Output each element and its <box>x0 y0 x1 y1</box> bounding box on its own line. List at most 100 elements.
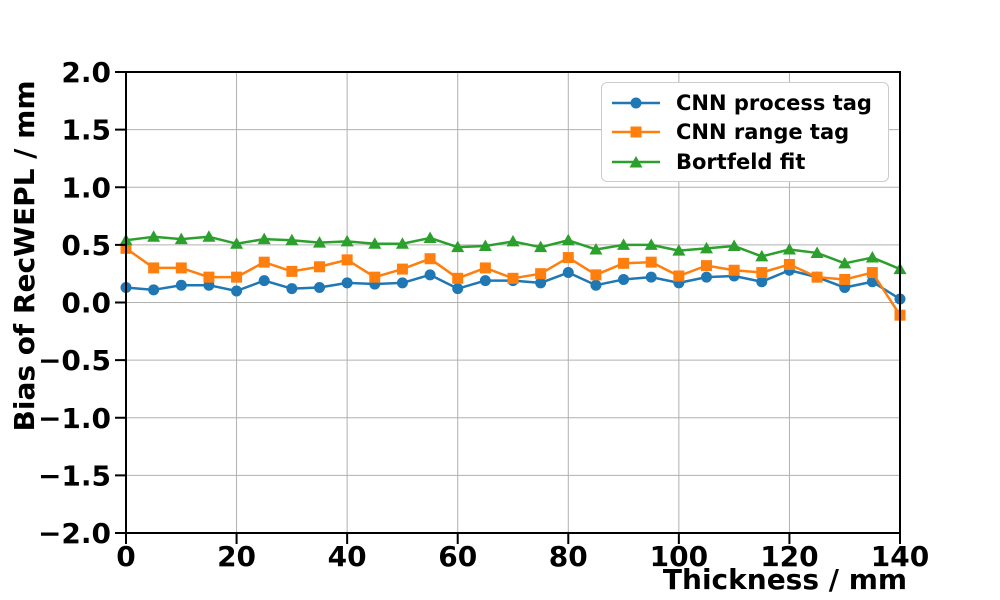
y-axis-label: Bias of RecWEPL / mm <box>8 80 41 431</box>
data-point-cnn-process-tag <box>396 277 408 289</box>
circle-marker-icon <box>630 97 642 108</box>
x-tick-label: 80 <box>549 540 588 573</box>
data-point-cnn-range-tag <box>175 262 187 274</box>
data-point-cnn-process-tag <box>645 271 657 283</box>
data-point-cnn-range-tag <box>231 271 243 283</box>
data-point-cnn-range-tag <box>479 262 491 274</box>
data-point-cnn-range-tag <box>452 272 464 284</box>
legend: CNN process tag CNN range tag Bortfeld f… <box>601 82 889 182</box>
data-point-cnn-process-tag <box>701 271 712 283</box>
x-tick-label: 100 <box>650 540 708 573</box>
data-point-bortfeld-fit <box>147 230 161 242</box>
legend-item-cnn-range-tag: CNN range tag <box>610 120 888 144</box>
data-point-bortfeld-fit <box>589 242 603 255</box>
data-point-bortfeld-fit <box>755 249 769 262</box>
y-tick-label: 1.5 <box>61 114 111 147</box>
data-series <box>119 230 907 321</box>
data-point-cnn-process-tag <box>618 273 630 285</box>
y-tick-label: −2.0 <box>38 517 111 550</box>
data-point-cnn-process-tag <box>535 277 547 289</box>
data-point-cnn-process-tag <box>341 277 353 289</box>
x-tick-label: 140 <box>871 540 929 573</box>
y-tick-label: −1.0 <box>38 402 111 435</box>
data-point-bortfeld-fit <box>285 233 299 246</box>
data-point-cnn-range-tag <box>424 253 436 265</box>
x-axis-label: Thickness / mm <box>663 563 907 596</box>
data-point-bortfeld-fit <box>782 242 796 255</box>
legend-label: CNN range tag <box>676 120 850 144</box>
data-point-cnn-range-tag <box>839 273 851 285</box>
data-point-bortfeld-fit <box>561 233 575 246</box>
data-point-cnn-range-tag <box>866 267 878 279</box>
data-point-bortfeld-fit <box>644 238 658 250</box>
y-tick-label: −1.5 <box>38 459 111 492</box>
data-point-bortfeld-fit <box>174 232 188 245</box>
data-point-cnn-process-tag <box>756 276 768 288</box>
data-point-cnn-range-tag <box>562 252 574 264</box>
data-point-bortfeld-fit <box>810 246 824 258</box>
data-point-cnn-process-tag <box>258 275 270 287</box>
data-point-cnn-range-tag <box>728 264 740 276</box>
data-point-bortfeld-fit <box>313 236 326 248</box>
y-tick-label: 0.5 <box>61 229 111 262</box>
data-point-cnn-process-tag <box>286 283 298 295</box>
x-tick-label: 40 <box>328 540 367 573</box>
data-point-cnn-range-tag <box>618 257 630 269</box>
legend-sample-line <box>612 126 660 138</box>
data-point-cnn-range-tag <box>756 267 768 279</box>
data-point-bortfeld-fit <box>672 244 686 256</box>
data-point-bortfeld-fit <box>202 230 216 242</box>
data-point-cnn-range-tag <box>673 270 685 282</box>
legend-sample-line <box>612 155 660 167</box>
data-point-cnn-process-tag <box>175 279 187 291</box>
x-tick-label: 60 <box>438 540 477 573</box>
data-point-cnn-range-tag <box>701 260 712 272</box>
data-point-cnn-process-tag <box>231 285 243 297</box>
data-point-bortfeld-fit <box>727 239 741 252</box>
legend-sample-line <box>612 97 660 108</box>
data-point-bortfeld-fit <box>257 232 271 245</box>
data-point-bortfeld-fit <box>230 237 244 249</box>
x-tick-label: 120 <box>760 540 818 573</box>
x-tick-label: 20 <box>217 540 256 573</box>
data-point-bortfeld-fit <box>451 240 465 253</box>
x-tick-label: 0 <box>116 540 135 573</box>
data-point-cnn-range-tag <box>369 271 381 283</box>
data-point-cnn-range-tag <box>590 269 602 281</box>
legend-item-cnn-process-tag: CNN process tag <box>610 91 888 115</box>
tick-labels: 0 20 40 60 80 100 120 140 2.0 1.5 1.0 0.5 0.0 −0.5 −1.… <box>38 56 929 573</box>
data-point-cnn-range-tag <box>203 271 215 283</box>
y-tick-label: −0.5 <box>38 344 111 377</box>
data-point-cnn-range-tag <box>535 268 547 280</box>
legend-label: Bortfeld fit <box>676 149 806 174</box>
data-point-bortfeld-fit <box>617 238 631 250</box>
data-point-bortfeld-fit <box>395 237 409 249</box>
data-point-cnn-process-tag <box>148 284 160 296</box>
data-point-cnn-range-tag <box>314 261 325 273</box>
y-tick-label: 1.0 <box>61 171 111 204</box>
data-point-cnn-range-tag <box>645 256 657 268</box>
data-point-bortfeld-fit <box>423 231 437 243</box>
data-point-bortfeld-fit <box>368 237 382 249</box>
data-point-bortfeld-fit <box>478 239 492 252</box>
series-bortfeld-fit <box>119 230 907 275</box>
data-point-cnn-range-tag <box>396 263 408 275</box>
data-point-bortfeld-fit <box>534 240 548 253</box>
data-point-cnn-process-tag <box>479 275 491 287</box>
series-cnn-process-tag <box>120 264 906 305</box>
y-tick-label: 2.0 <box>61 56 111 89</box>
data-point-cnn-range-tag <box>148 262 160 274</box>
data-point-cnn-range-tag <box>286 265 298 277</box>
y-tick-label: 0.0 <box>61 287 111 320</box>
legend-label: CNN process tag <box>676 90 872 115</box>
data-point-cnn-range-tag <box>507 272 519 284</box>
data-point-cnn-range-tag <box>783 258 795 270</box>
data-point-cnn-process-tag <box>314 282 325 294</box>
data-point-bortfeld-fit <box>700 241 713 254</box>
triangle-marker-icon <box>629 155 643 167</box>
data-point-cnn-process-tag <box>562 267 574 279</box>
data-point-cnn-range-tag <box>811 271 823 283</box>
data-point-bortfeld-fit <box>838 256 852 269</box>
data-point-bortfeld-fit <box>340 234 354 247</box>
